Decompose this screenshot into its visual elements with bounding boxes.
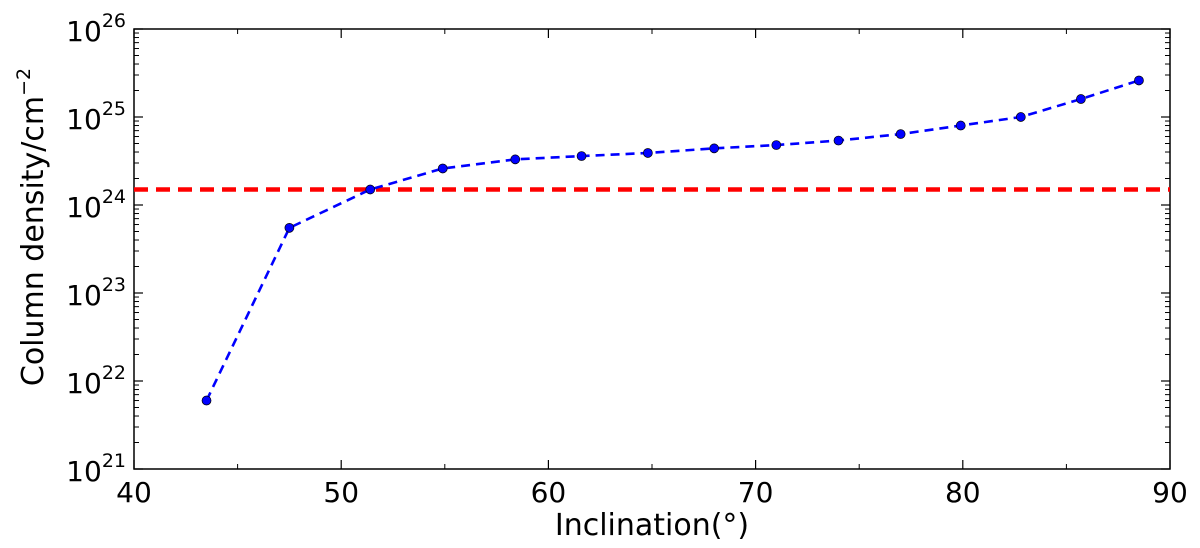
x-tick-label: 90 bbox=[1152, 476, 1188, 509]
data-point bbox=[1015, 112, 1026, 122]
x-tick-label: 80 bbox=[945, 476, 981, 509]
x-tick-labels: 40 50 60 70 80 90 bbox=[116, 476, 1188, 509]
y-tick-label: 1025 bbox=[66, 98, 126, 136]
data-point bbox=[771, 140, 782, 150]
y-axis-label-exponent: −2 bbox=[13, 68, 35, 96]
data-point bbox=[576, 151, 587, 161]
data-point bbox=[284, 222, 295, 233]
axis-ticks bbox=[133, 28, 1171, 470]
series-line bbox=[205, 79, 1140, 402]
y-tick-label: 1026 bbox=[66, 10, 126, 48]
data-point bbox=[709, 143, 720, 154]
y-tick-label: 1022 bbox=[66, 362, 126, 400]
data-point bbox=[955, 120, 966, 131]
data-point bbox=[365, 184, 376, 195]
data-point bbox=[833, 135, 844, 146]
data-point bbox=[510, 154, 521, 165]
x-axis-label: Inclination(°) bbox=[555, 508, 749, 543]
data-series bbox=[201, 75, 1144, 406]
y-axis-label-text: Column density/cm bbox=[16, 96, 51, 386]
x-tick-label: 50 bbox=[323, 476, 359, 509]
y-tick-label: 1024 bbox=[66, 186, 126, 224]
x-tick-label: 40 bbox=[116, 476, 152, 509]
y-tick-labels: 1021 1022 1023 1024 1025 1026 bbox=[66, 10, 126, 488]
data-point bbox=[201, 395, 212, 406]
data-point bbox=[437, 163, 448, 174]
x-tick-label: 60 bbox=[531, 476, 567, 509]
y-axis-label: Column density/cm−2 bbox=[13, 68, 51, 386]
data-point bbox=[1076, 94, 1086, 104]
x-tick-label: 70 bbox=[738, 476, 774, 509]
data-point bbox=[1134, 75, 1144, 86]
data-point bbox=[643, 148, 653, 158]
plot-area bbox=[133, 28, 1171, 470]
y-tick-label: 1021 bbox=[66, 450, 126, 488]
data-point bbox=[895, 129, 906, 139]
y-tick-label: 1023 bbox=[66, 274, 126, 312]
